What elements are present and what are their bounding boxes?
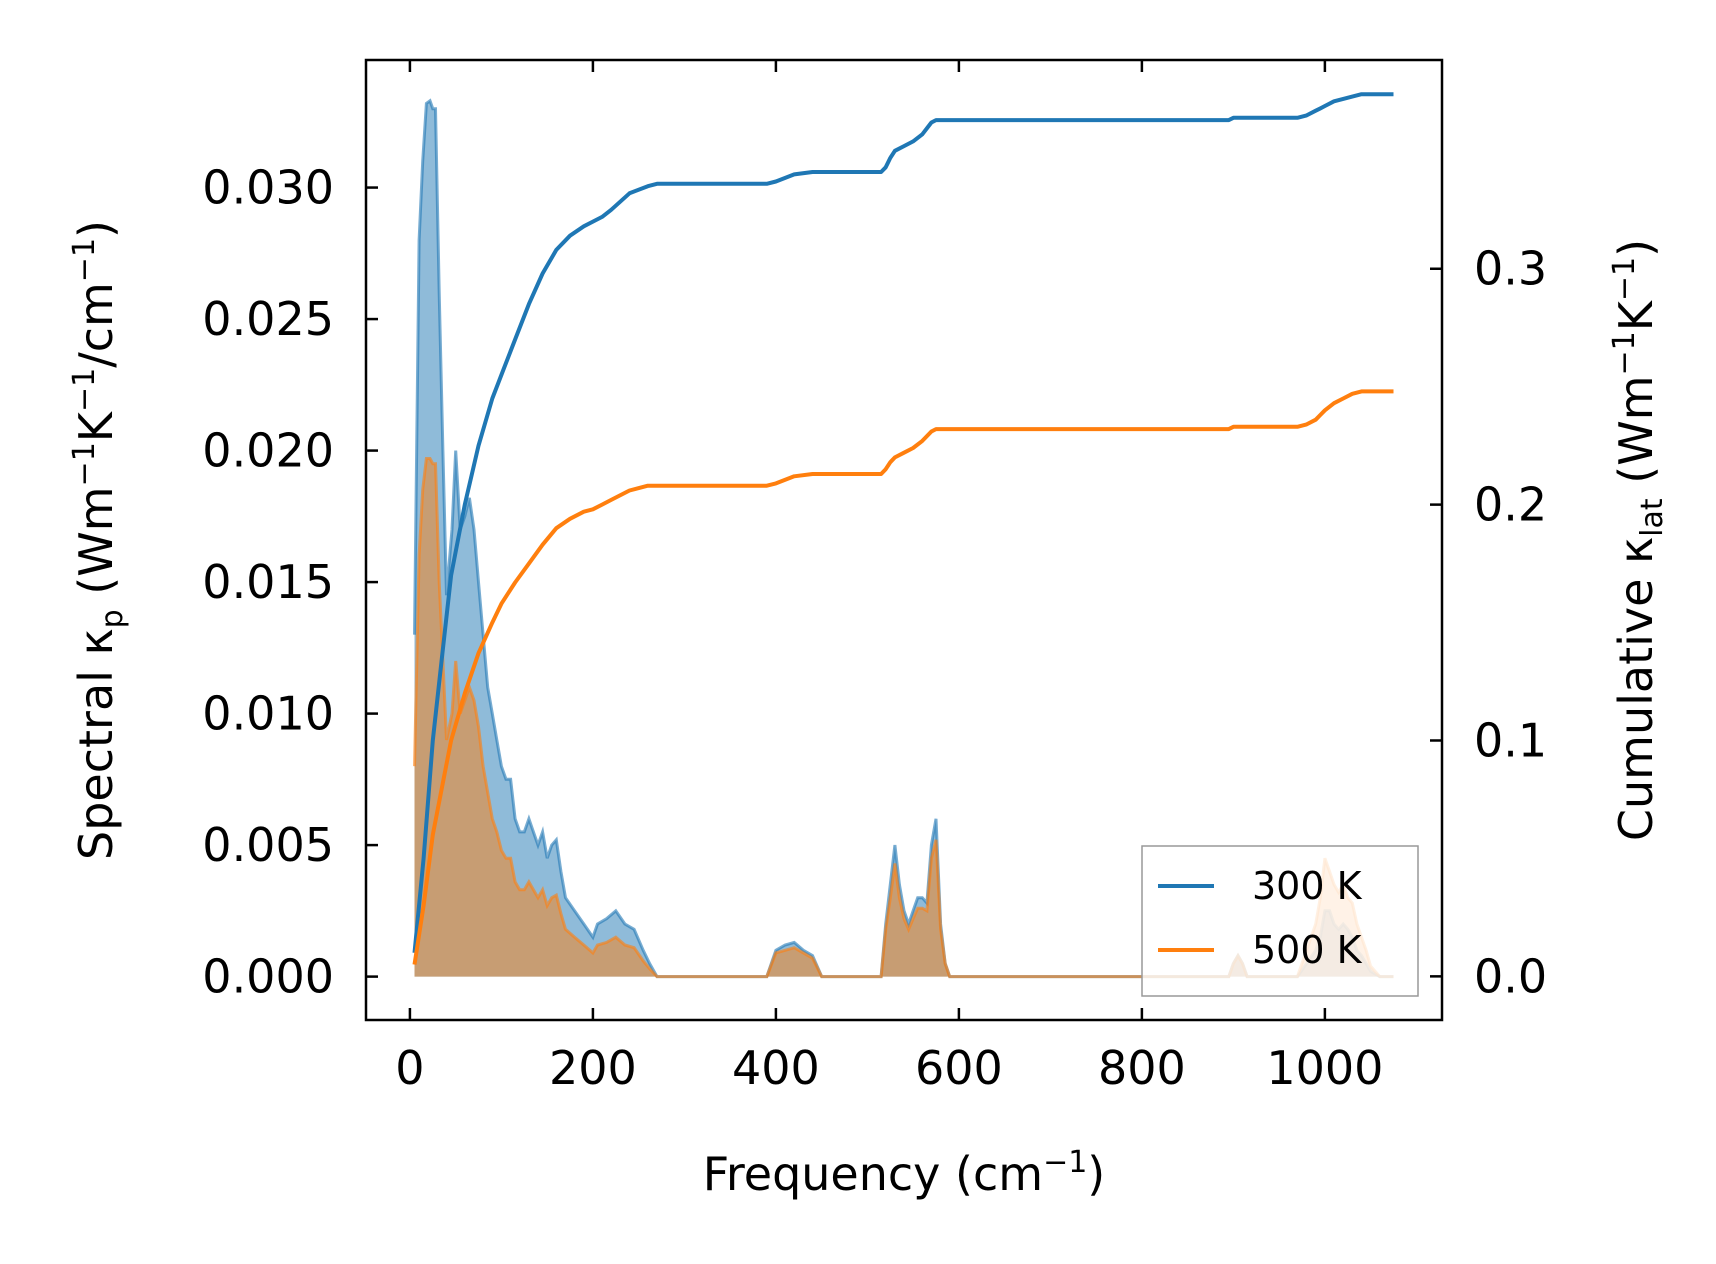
cumulative-line-300k [412,92,1394,953]
legend-label-500k: 500 K [1252,928,1363,972]
x-axis-label: Frequency (cm−1) [703,1145,1106,1201]
y-axis-label-left: Spectral κp (Wm−1K−1/cm−1) [67,220,130,860]
y-tick-label-right: 0.3 [1474,242,1547,296]
ticks-layer [366,60,1442,1020]
cumulative-line-500k [412,389,1394,965]
tick-labels-layer: 0 200 400 600 800 1000 0.000 0.005 0.010 0.015 0.0… [202,161,1547,1095]
x-tick-label: 400 [732,1041,820,1095]
x-tick-label: 200 [549,1041,637,1095]
y-tick-label-right: 0.2 [1474,478,1547,532]
x-tick-label: 600 [915,1041,1003,1095]
y-tick-label-right: 0.0 [1474,949,1547,1003]
x-tick-label: 1000 [1266,1041,1383,1095]
y-tick-label-left: 0.015 [202,555,334,609]
legend: 300 K 500 K [1141,845,1419,997]
spectral-area-500k [414,458,1394,977]
cumulative-layer [412,92,1394,965]
x-tick-label: 0 [395,1041,424,1095]
plot-frame [364,58,1444,1022]
y-tick-label-left: 0.020 [202,424,334,478]
y-tick-label-left: 0.000 [202,950,334,1004]
y-tick-label-left: 0.005 [202,818,334,872]
x-tick-label: 800 [1098,1041,1186,1095]
legend-label-300k: 300 K [1252,864,1363,908]
y-tick-label-left: 0.030 [202,161,334,215]
y-tick-label-right: 0.1 [1474,713,1547,767]
y-tick-label-left: 0.010 [202,687,334,741]
legend-frame [1141,845,1419,997]
y-tick-label-left: 0.025 [202,292,334,346]
y-axis-label-right: Cumulative κlat (Wm−1K−1) [1607,239,1670,841]
